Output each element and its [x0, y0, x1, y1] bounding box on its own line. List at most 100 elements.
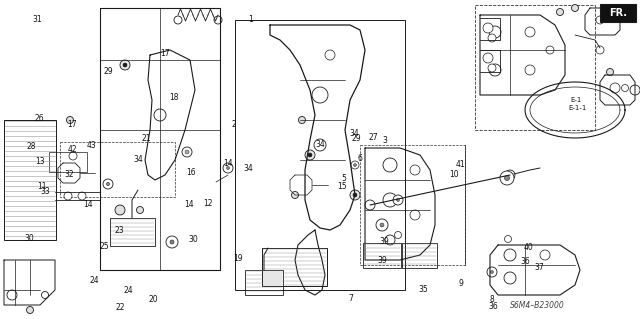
Text: 21: 21: [141, 134, 150, 143]
Text: 35: 35: [419, 285, 429, 294]
Circle shape: [488, 64, 496, 72]
Text: S6M4–B23000: S6M4–B23000: [510, 300, 564, 309]
Circle shape: [572, 4, 579, 11]
Circle shape: [383, 158, 397, 172]
Text: 6: 6: [357, 154, 362, 163]
Circle shape: [136, 206, 143, 213]
Text: 34: 34: [349, 130, 360, 138]
Circle shape: [78, 192, 86, 200]
Circle shape: [325, 50, 335, 60]
Text: 37: 37: [534, 263, 545, 272]
Circle shape: [505, 170, 515, 180]
Circle shape: [115, 205, 125, 215]
Circle shape: [351, 161, 359, 169]
Circle shape: [365, 200, 375, 210]
Text: 10: 10: [449, 170, 460, 179]
Circle shape: [410, 210, 420, 220]
Circle shape: [596, 16, 604, 24]
Circle shape: [376, 219, 388, 231]
Text: 3: 3: [382, 136, 387, 145]
Circle shape: [182, 147, 192, 157]
Text: 18: 18: [170, 93, 179, 102]
Text: 43: 43: [86, 141, 97, 150]
Bar: [402, 243, 437, 268]
Circle shape: [350, 190, 360, 200]
Circle shape: [166, 236, 178, 248]
Circle shape: [174, 16, 182, 24]
Bar: [49, 152, 87, 172]
Circle shape: [525, 27, 535, 37]
Circle shape: [106, 182, 109, 186]
Text: 27: 27: [368, 133, 378, 142]
Circle shape: [305, 150, 315, 160]
Circle shape: [214, 16, 222, 24]
Text: 22: 22: [116, 303, 125, 312]
Circle shape: [26, 307, 33, 314]
Text: 39: 39: [379, 237, 389, 246]
Text: FR.: FR.: [609, 8, 627, 18]
Text: 5: 5: [341, 174, 346, 182]
Circle shape: [487, 267, 497, 277]
Text: 26: 26: [35, 114, 45, 122]
Text: 30: 30: [188, 235, 198, 244]
Text: 24: 24: [90, 276, 100, 285]
Circle shape: [397, 198, 399, 202]
Text: 33: 33: [40, 187, 50, 196]
Circle shape: [67, 116, 74, 123]
Text: 20: 20: [148, 295, 159, 304]
Circle shape: [504, 175, 509, 181]
Circle shape: [596, 46, 604, 54]
Circle shape: [227, 167, 230, 169]
Text: 1: 1: [248, 15, 253, 24]
Text: 34: 34: [243, 164, 253, 173]
Circle shape: [410, 165, 420, 175]
Text: 19: 19: [233, 254, 243, 263]
Circle shape: [488, 34, 496, 42]
Circle shape: [504, 272, 516, 284]
Circle shape: [64, 192, 72, 200]
Bar: [475, 5, 595, 130]
Bar: [262, 248, 327, 286]
Circle shape: [557, 9, 563, 16]
Bar: [360, 145, 465, 265]
Text: 23: 23: [115, 226, 125, 235]
Circle shape: [546, 46, 554, 54]
Bar: [60, 142, 175, 197]
Text: 14: 14: [83, 200, 93, 209]
Circle shape: [383, 193, 397, 207]
Text: 40: 40: [524, 243, 534, 252]
Circle shape: [490, 271, 493, 273]
Circle shape: [298, 116, 305, 123]
Text: 34: 34: [133, 155, 143, 164]
Text: 34: 34: [315, 140, 325, 149]
Text: 11: 11: [37, 182, 46, 191]
Text: 41: 41: [456, 160, 466, 169]
Circle shape: [394, 232, 401, 239]
Circle shape: [500, 171, 514, 185]
Circle shape: [7, 290, 17, 300]
Circle shape: [385, 235, 395, 245]
Text: 2: 2: [231, 120, 236, 129]
Circle shape: [120, 60, 130, 70]
Text: 29: 29: [351, 134, 361, 143]
Circle shape: [314, 139, 326, 151]
Text: 7: 7: [348, 294, 353, 303]
Text: 28: 28: [27, 142, 36, 151]
Text: 24: 24: [123, 286, 133, 295]
Text: 13: 13: [35, 157, 45, 166]
Text: 14: 14: [184, 200, 194, 209]
Bar: [235, 20, 405, 290]
Text: 39: 39: [377, 256, 387, 265]
Circle shape: [489, 26, 501, 38]
Circle shape: [504, 235, 511, 242]
Circle shape: [312, 87, 328, 103]
Text: 8: 8: [490, 295, 495, 304]
Circle shape: [504, 249, 516, 261]
Circle shape: [42, 292, 49, 299]
Text: 25: 25: [99, 242, 109, 251]
Bar: [363, 243, 401, 268]
Text: 17: 17: [67, 120, 77, 129]
Circle shape: [223, 163, 233, 173]
Text: 36: 36: [488, 302, 498, 311]
Circle shape: [154, 109, 166, 121]
